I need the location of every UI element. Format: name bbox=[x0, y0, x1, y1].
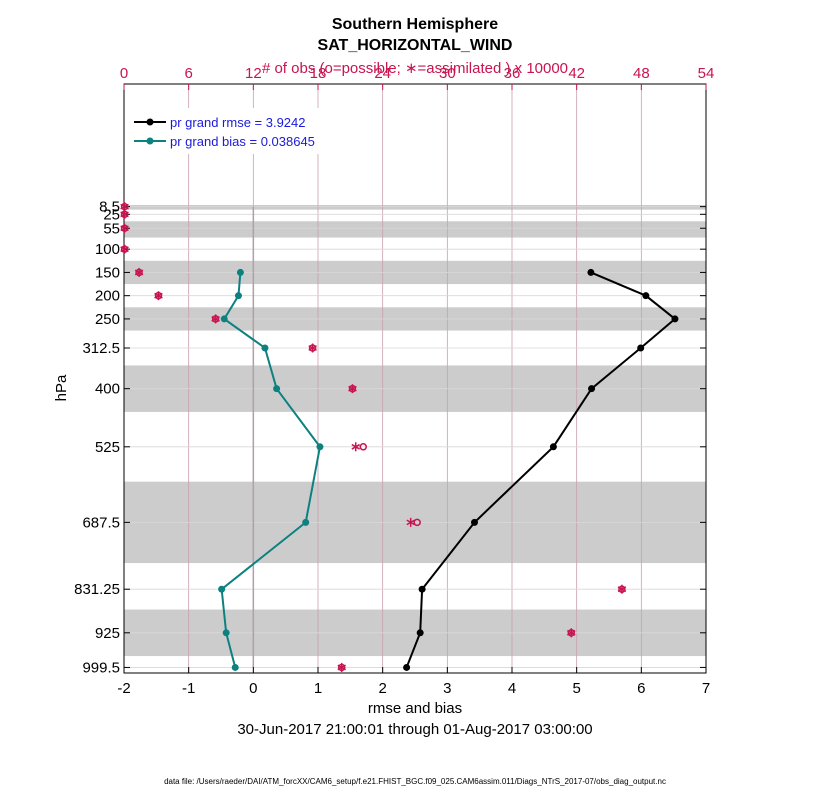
obs-possible-9 bbox=[359, 443, 368, 451]
chart-title: Southern Hemisphere bbox=[332, 16, 498, 33]
obs-assimilated-6-stroke-2 bbox=[211, 316, 220, 322]
obs-assimilated-0-stroke-2 bbox=[120, 203, 129, 210]
y-tick-label-9: 525 bbox=[95, 439, 120, 456]
series-0-point-3 bbox=[637, 344, 645, 352]
legend-marker-bias bbox=[146, 137, 154, 145]
x-tick-label-4: 2 bbox=[378, 680, 386, 697]
tick-marks bbox=[123, 84, 707, 673]
y-tick-label-3: 100 bbox=[95, 241, 120, 258]
series-0-point-9 bbox=[403, 663, 411, 671]
grid-lines bbox=[124, 84, 706, 673]
top-x-tick-label-7: 42 bbox=[568, 65, 585, 82]
y-tick-label-5: 200 bbox=[95, 288, 120, 305]
series-0-point-4 bbox=[588, 385, 596, 393]
y-axis-label: hPa bbox=[53, 374, 70, 401]
x-tick-label-2: 0 bbox=[249, 680, 257, 697]
obs-assimilated-3-stroke-2 bbox=[120, 246, 129, 253]
series-1-point-9 bbox=[231, 663, 239, 671]
obs-assimilated-11-stroke-2 bbox=[617, 586, 627, 593]
top-x-tick-label-2: 12 bbox=[245, 65, 262, 82]
y-tick-label-10: 687.5 bbox=[82, 514, 120, 531]
series-line-0 bbox=[405, 271, 677, 668]
x-tick-label-0: -2 bbox=[117, 680, 130, 697]
legend-label-bias: pr grand bias = 0.038645 bbox=[170, 134, 315, 149]
x-tick-label-1: -1 bbox=[182, 680, 195, 697]
series-1-point-7 bbox=[218, 585, 226, 593]
y-tick-label-6: 250 bbox=[95, 311, 120, 328]
y-tick-label-8: 400 bbox=[95, 381, 120, 398]
series-1-point-2 bbox=[220, 315, 228, 323]
x-tick-label-9: 7 bbox=[702, 680, 710, 697]
obs-assimilated-12-stroke-2 bbox=[567, 629, 576, 636]
series-line-1 bbox=[220, 272, 322, 668]
obs-count-markers bbox=[120, 202, 627, 672]
obs-assimilated-4-stroke-2 bbox=[134, 269, 144, 276]
top-axis-label: # of obs (o=possible; ∗=assimilated ) x … bbox=[262, 60, 568, 77]
x-tick-label-3: 1 bbox=[314, 680, 322, 697]
obs-assimilated-7-stroke-2 bbox=[308, 345, 317, 351]
series-1-point-6 bbox=[302, 518, 310, 526]
series-1-point-8 bbox=[222, 629, 230, 637]
x-tick-label-6: 4 bbox=[508, 680, 516, 697]
x-tick-label-7: 5 bbox=[572, 680, 580, 697]
series-1-point-4 bbox=[273, 385, 281, 393]
y-tick-label-7: 312.5 bbox=[82, 340, 120, 357]
top-x-tick-label-3: 18 bbox=[310, 65, 327, 82]
top-x-tick-label-6: 36 bbox=[504, 65, 521, 82]
y-tick-label-13: 999.5 bbox=[82, 659, 120, 676]
series-1-point-3 bbox=[261, 344, 269, 352]
series-0-point-7 bbox=[418, 585, 426, 593]
top-x-tick-label-4: 24 bbox=[374, 65, 391, 82]
top-x-tick-label-8: 48 bbox=[633, 65, 650, 82]
obs-assimilated-5-stroke-2 bbox=[154, 292, 163, 299]
obs-assimilated-10-stroke-2 bbox=[406, 519, 415, 526]
y-tick-label-4: 150 bbox=[95, 264, 120, 281]
y-tick-label-2: 55 bbox=[103, 220, 120, 237]
y-tick-label-11: 831.25 bbox=[74, 581, 120, 598]
series-0-point-2 bbox=[671, 315, 679, 323]
series-lines bbox=[218, 268, 679, 671]
series-0-point-1 bbox=[642, 292, 650, 300]
top-x-tick-label-5: 30 bbox=[439, 65, 456, 82]
top-x-tick-label-9: 54 bbox=[698, 65, 715, 82]
shaded-band-0 bbox=[124, 205, 706, 210]
axes-box bbox=[123, 83, 707, 674]
x-tick-label-5: 3 bbox=[443, 680, 451, 697]
series-0-point-6 bbox=[470, 518, 478, 526]
y-tick-label-1: 25 bbox=[103, 206, 120, 223]
series-1-point-1 bbox=[234, 292, 242, 300]
legend-box bbox=[126, 108, 346, 154]
x-axis-label: rmse and bias bbox=[368, 700, 462, 717]
series-1-point-5 bbox=[316, 443, 324, 451]
legend-label-rmse: pr grand rmse = 3.9242 bbox=[170, 115, 306, 130]
series-0-point-0 bbox=[587, 268, 595, 276]
series-0-point-8 bbox=[416, 629, 424, 637]
top-x-tick-labels: 0 6 12 18 24 30 36 42 48 54 bbox=[120, 65, 715, 82]
obs-assimilated-9-stroke-2 bbox=[351, 443, 360, 450]
obs-assimilated-8-stroke-2 bbox=[348, 385, 357, 392]
obs-possible-10 bbox=[413, 518, 421, 527]
obs-assimilated-2-stroke-2 bbox=[120, 225, 129, 232]
series-1-point-0 bbox=[236, 268, 244, 276]
x-tick-labels: -2 -1 0 1 2 3 4 5 6 7 bbox=[117, 680, 710, 697]
y-tick-label-12: 925 bbox=[95, 625, 120, 642]
y-tick-label-0: 8.5 bbox=[99, 199, 120, 216]
x-tick-label-8: 6 bbox=[637, 680, 645, 697]
shaded-band-1 bbox=[124, 221, 706, 238]
legend-marker-rmse bbox=[146, 118, 154, 126]
series-0-point-5 bbox=[549, 443, 557, 451]
chart-subtitle: SAT_HORIZONTAL_WIND bbox=[318, 37, 513, 54]
obs-assimilated-1-stroke-2 bbox=[120, 211, 129, 218]
legend: pr grand rmse = 3.9242 pr grand bias = 0… bbox=[126, 108, 346, 154]
date-range-label: 30-Jun-2017 21:00:01 through 01-Aug-2017… bbox=[237, 721, 592, 738]
top-x-tick-label-1: 6 bbox=[184, 65, 192, 82]
footer-data-file: data file: /Users/raeder/DAI/ATM_forcXX/… bbox=[164, 777, 666, 786]
top-x-tick-label-0: 0 bbox=[120, 65, 128, 82]
obs-assimilated-13-stroke-2 bbox=[337, 664, 346, 671]
